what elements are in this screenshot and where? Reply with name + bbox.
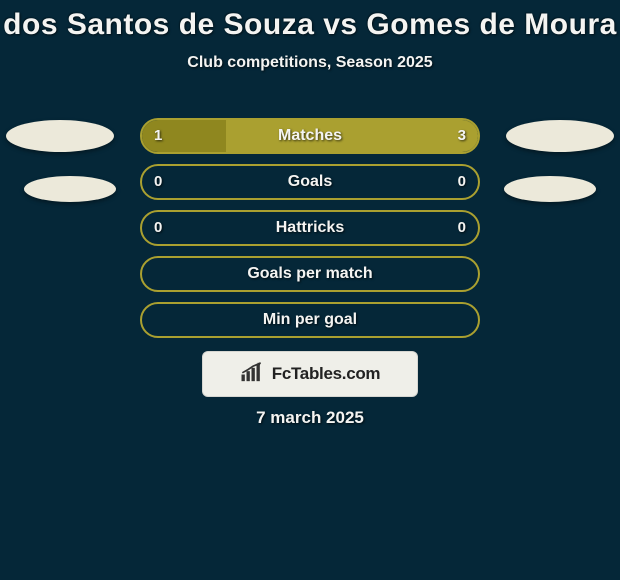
page-title: dos Santos de Souza vs Gomes de Moura	[0, 0, 620, 42]
player-marker	[504, 176, 596, 202]
player-marker	[6, 120, 114, 152]
stat-row: Hattricks0 0	[140, 210, 480, 246]
player-marker	[506, 120, 614, 152]
stat-left-value: 0	[154, 212, 162, 244]
stats-container: Matches13Goals00Hattricks00Goals per mat…	[140, 118, 480, 348]
player-marker	[24, 176, 116, 202]
date-text: 7 march 2025	[0, 408, 620, 428]
branding-link[interactable]: FcTables.com	[202, 351, 418, 397]
stat-right-value: 0	[458, 212, 466, 244]
branding-text: FcTables.com	[272, 364, 381, 384]
stat-left-value: 1	[154, 120, 162, 152]
chart-icon	[240, 362, 268, 387]
stat-label: Min per goal	[142, 304, 478, 336]
stat-left-value: 0	[154, 166, 162, 198]
stat-row: Goals per match	[140, 256, 480, 292]
stat-row: Min per goal	[140, 302, 480, 338]
stat-row: Matches1 3	[140, 118, 480, 154]
stat-right-value: 0	[458, 166, 466, 198]
stat-label: Matches	[142, 120, 478, 152]
subtitle: Club competitions, Season 2025	[0, 54, 620, 72]
stat-label: Goals	[142, 166, 478, 198]
stat-row: Goals0 0	[140, 164, 480, 200]
stat-right-value: 3	[458, 120, 466, 152]
stat-label: Goals per match	[142, 258, 478, 290]
stat-label: Hattricks	[142, 212, 478, 244]
